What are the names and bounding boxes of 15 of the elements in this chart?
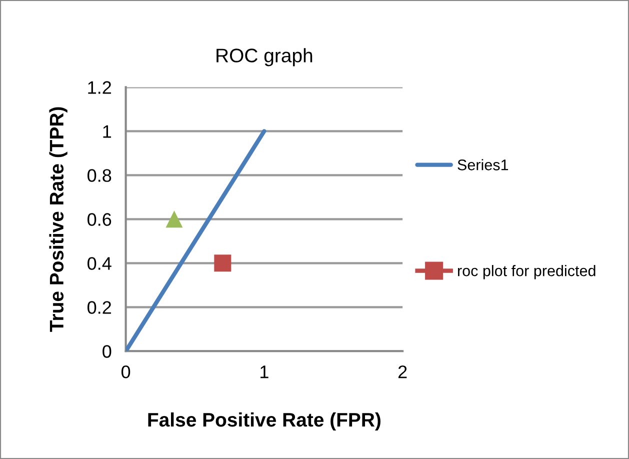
x-axis-title: False Positive Rate (FPR) (148, 412, 380, 431)
y-axis-title: True Positive Rate (TPR) (49, 107, 68, 332)
y-tick-label: 0.6 (88, 213, 112, 226)
x-tick-label: 1 (260, 366, 268, 378)
y-tick-label: 1 (103, 125, 112, 138)
y-tick-label: 0.2 (88, 301, 112, 314)
legend-label: Series1 (458, 159, 508, 170)
x-tick-label: 0 (121, 366, 130, 378)
x-tick-label: 2 (398, 366, 407, 378)
y-tick-label: 0.8 (88, 169, 112, 182)
y-tick-label: 1.2 (88, 81, 112, 94)
y-tick-label: 0.4 (88, 257, 112, 270)
legend-label: roc plot for predicted (458, 265, 596, 280)
chart-title: ROC graph (216, 48, 312, 66)
y-tick-label: 0 (102, 345, 112, 358)
